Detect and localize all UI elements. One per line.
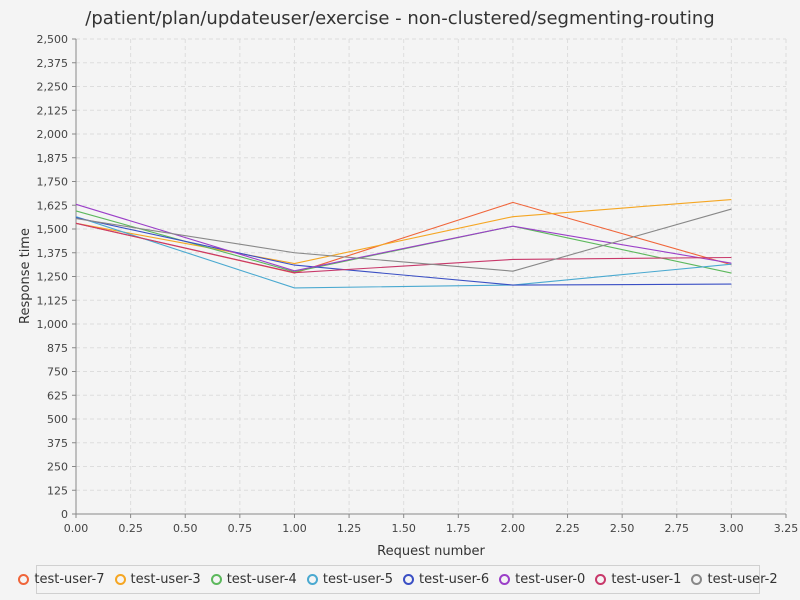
y-tick-label: 2,375 <box>37 57 69 70</box>
x-tick-label: 0.75 <box>228 522 253 535</box>
legend-label: test-user-2 <box>707 572 778 587</box>
series-lines <box>75 199 732 289</box>
x-tick-label: 1.25 <box>337 522 362 535</box>
x-axis-label: Request number <box>377 544 485 559</box>
x-tick-label: 2.75 <box>665 522 690 535</box>
x-tick-label: 0.25 <box>118 522 143 535</box>
legend-marker-icon <box>403 574 414 585</box>
legend-marker-icon <box>595 574 607 585</box>
x-tick-label: 3.25 <box>774 522 799 535</box>
x-tick-label: 2.00 <box>501 522 526 535</box>
legend-label: test-user-7 <box>34 572 105 587</box>
x-tick-label: 3.00 <box>719 522 744 535</box>
legend-marker-icon <box>691 574 703 585</box>
y-tick-label: 2,500 <box>37 33 69 46</box>
y-tick-label: 375 <box>47 437 68 450</box>
y-tick-label: 750 <box>47 366 68 379</box>
series-line-test-user-6 <box>75 217 732 286</box>
series-line-test-user-1 <box>75 222 732 274</box>
x-tick-label: 1.75 <box>446 522 471 535</box>
legend-label: test-user-5 <box>322 572 393 587</box>
series-line-test-user-5 <box>75 216 732 289</box>
grid <box>75 38 787 515</box>
x-tick-label: 1.00 <box>282 522 307 535</box>
y-tick-label: 250 <box>47 461 68 474</box>
chart-title: /patient/plan/updateuser/exercise - non-… <box>85 8 714 29</box>
legend-marker-icon <box>499 574 511 585</box>
legend-item-test-user-4: test-user-4 <box>210 572 297 587</box>
legend-label: test-user-0 <box>515 572 586 587</box>
y-axis-label: Response time <box>18 228 33 324</box>
legend-item-test-user-5: test-user-5 <box>306 572 393 587</box>
legend-item-test-user-2: test-user-2 <box>691 572 778 587</box>
y-tick-label: 875 <box>47 342 68 355</box>
legend-item-test-user-0: test-user-0 <box>499 572 585 587</box>
legend-label: test-user-6 <box>419 572 490 587</box>
y-tick-label: 1,250 <box>37 271 69 284</box>
x-tick-label: 2.50 <box>610 522 635 535</box>
y-tick-label: 625 <box>47 389 68 402</box>
legend-marker-icon <box>210 574 222 585</box>
x-tick-label: 0.50 <box>173 522 198 535</box>
legend: test-user-7 test-user-3 test-user-4 test-us… <box>18 565 778 594</box>
series-line-test-user-0 <box>75 203 732 272</box>
legend-marker-icon <box>114 574 126 585</box>
legend-item-test-user-3: test-user-3 <box>114 572 201 587</box>
y-tick-label: 2,250 <box>37 81 69 94</box>
y-tick-label: 1,375 <box>37 247 69 260</box>
y-tick-label: 1,500 <box>37 223 69 236</box>
series-line-test-user-2 <box>75 208 732 272</box>
legend-label: test-user-1 <box>611 572 682 587</box>
y-tick-label: 1,000 <box>37 318 69 331</box>
x-tick-label: 2.25 <box>555 522 580 535</box>
series-line-test-user-3 <box>75 199 732 265</box>
x-tick-label: 0.00 <box>64 522 89 535</box>
legend-item-test-user-6: test-user-6 <box>403 572 489 587</box>
y-tick-label: 125 <box>47 484 68 497</box>
y-tick-label: 1,125 <box>37 294 69 307</box>
legend-item-test-user-1: test-user-1 <box>595 572 681 587</box>
legend-marker-icon <box>18 574 30 585</box>
y-tick-label: 500 <box>47 413 68 426</box>
y-tick-label: 1,625 <box>37 199 69 212</box>
y-tick-label: 2,000 <box>37 128 69 141</box>
legend-label: test-user-4 <box>226 572 297 587</box>
y-tick-label: 1,750 <box>37 176 69 189</box>
legend-marker-icon <box>306 574 318 585</box>
legend-item-test-user-7: test-user-7 <box>18 572 105 587</box>
x-tick-label: 1.50 <box>391 522 416 535</box>
axes: 0 125 250 375 500 625 750 875 1,000 1,125 1,250 1,3… <box>37 33 799 535</box>
y-tick-label: 1,875 <box>37 152 69 165</box>
y-tick-label: 2,125 <box>37 104 69 117</box>
legend-label: test-user-3 <box>130 572 201 587</box>
y-tick-label: 0 <box>61 508 68 521</box>
